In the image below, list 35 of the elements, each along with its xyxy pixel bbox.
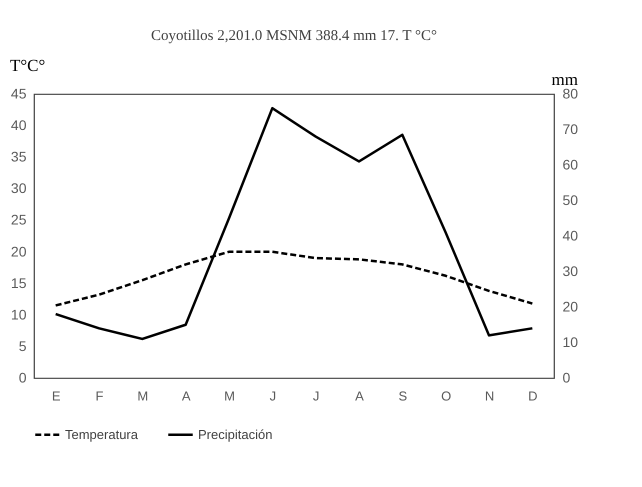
y-tick-label: 25 [10, 212, 27, 228]
y-tick-label: 5 [18, 338, 27, 354]
y-tick-label: 30 [10, 180, 27, 196]
x-tick-label: M [224, 388, 235, 404]
y-axis-title: T°C° [10, 56, 46, 76]
x-tick-label: J [270, 388, 276, 404]
x-tick-label: A [355, 388, 364, 404]
y2-tick-label: 0 [562, 370, 570, 386]
x-tick-label: A [182, 388, 191, 404]
y-tick-label: 35 [10, 148, 27, 165]
y-tick-label: 40 [10, 117, 27, 134]
y2-tick-label: 40 [562, 228, 578, 244]
y2-tick-label: 60 [562, 156, 578, 172]
x-tick-label: E [52, 388, 61, 404]
x-tick-label: F [96, 388, 104, 404]
line-series [54, 106, 534, 340]
legend-label: Precipitación [198, 426, 272, 442]
y-tick-label: 10 [10, 306, 27, 322]
y2-tick-label: 20 [562, 298, 578, 314]
x-tick-label: O [441, 388, 452, 404]
y2-tick-label: 70 [562, 121, 578, 137]
y-tick-label: 20 [10, 243, 27, 260]
x-tick-label: S [398, 388, 408, 404]
y2-tick-label: 10 [562, 334, 578, 350]
x-tick-label: D [528, 388, 538, 404]
y-tick-label: 15 [10, 274, 27, 291]
legend-label: Temperatura [65, 426, 139, 442]
chart-title: Coyotillos 2,201.0 MSNM 388.4 mm 17. T °C° [150, 28, 438, 44]
x-tick-label: J [312, 388, 320, 404]
x-tick-label: M [137, 388, 148, 404]
y2-tick-label: 50 [562, 192, 578, 208]
y-tick-label: 45 [10, 86, 27, 102]
y-tick-label: 0 [18, 370, 27, 386]
y2-tick-label: 30 [562, 263, 578, 279]
x-tick-label: N [484, 388, 494, 404]
